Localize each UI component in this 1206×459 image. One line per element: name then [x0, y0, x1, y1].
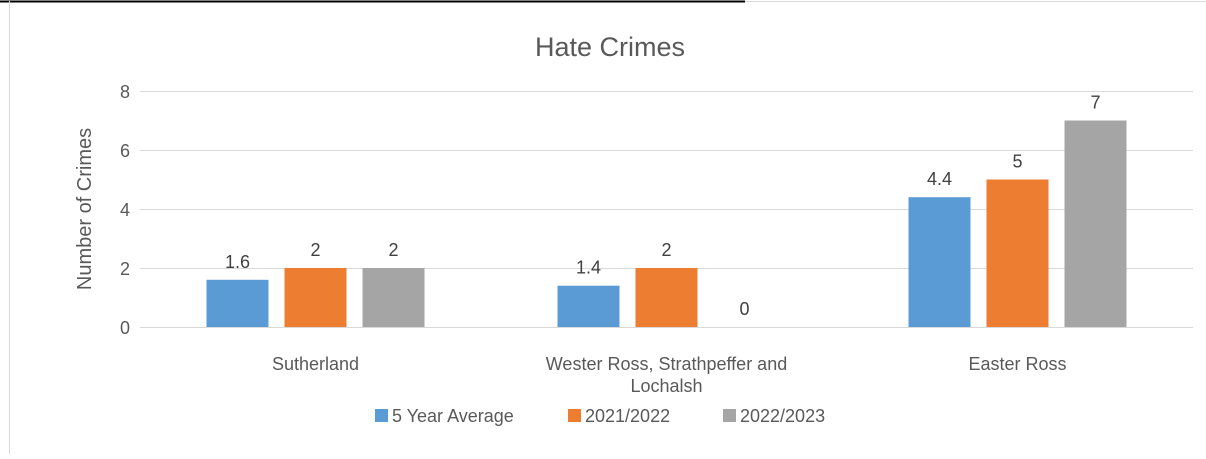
x-tick-label: Wester Ross, Strathpeffer and	[546, 354, 787, 374]
data-label: 1.6	[225, 252, 250, 272]
y-tick-label: 8	[120, 82, 130, 102]
y-tick-label: 0	[120, 318, 130, 338]
chart-title: Hate Crimes	[535, 32, 685, 62]
x-axis-ticks: Sutherland Wester Ross, Strathpeffer andL…	[272, 354, 1067, 396]
bar	[1064, 120, 1127, 327]
data-label: 1.4	[576, 258, 601, 278]
bar	[284, 268, 347, 327]
data-label: 2	[388, 240, 398, 260]
legend: 5 Year Average 2021/2022 2022/2023	[375, 406, 825, 426]
data-label: 7	[1090, 93, 1100, 113]
legend-label: 2022/2023	[740, 406, 825, 426]
legend-swatch	[375, 409, 388, 422]
bar	[362, 268, 425, 327]
legend-swatch	[723, 409, 736, 422]
x-tick-label: Sutherland	[272, 354, 359, 374]
bar	[635, 268, 698, 327]
y-tick-label: 2	[120, 259, 130, 279]
x-tick-label: Easter Ross	[968, 354, 1066, 374]
bar	[986, 179, 1049, 327]
legend-label: 2021/2022	[585, 406, 670, 426]
data-label: 4.4	[927, 169, 952, 189]
legend-swatch	[568, 409, 581, 422]
data-label: 2	[661, 240, 671, 260]
bar	[908, 197, 971, 327]
y-axis-label: Number of Crimes	[74, 128, 96, 290]
bars	[206, 120, 1127, 327]
bar	[557, 285, 620, 327]
bar	[206, 279, 269, 327]
y-tick-label: 4	[120, 200, 130, 220]
y-axis-ticks: 0 2 4 6 8	[120, 82, 130, 338]
data-label: 5	[1012, 152, 1022, 172]
x-tick-label: Lochalsh	[630, 376, 702, 396]
data-label: 0	[739, 299, 749, 319]
data-label: 2	[310, 240, 320, 260]
legend-label: 5 Year Average	[392, 406, 514, 426]
data-labels: 1.6 2 2 1.4 2 0 4.4 5 7	[225, 93, 1101, 320]
y-tick-label: 6	[120, 141, 130, 161]
